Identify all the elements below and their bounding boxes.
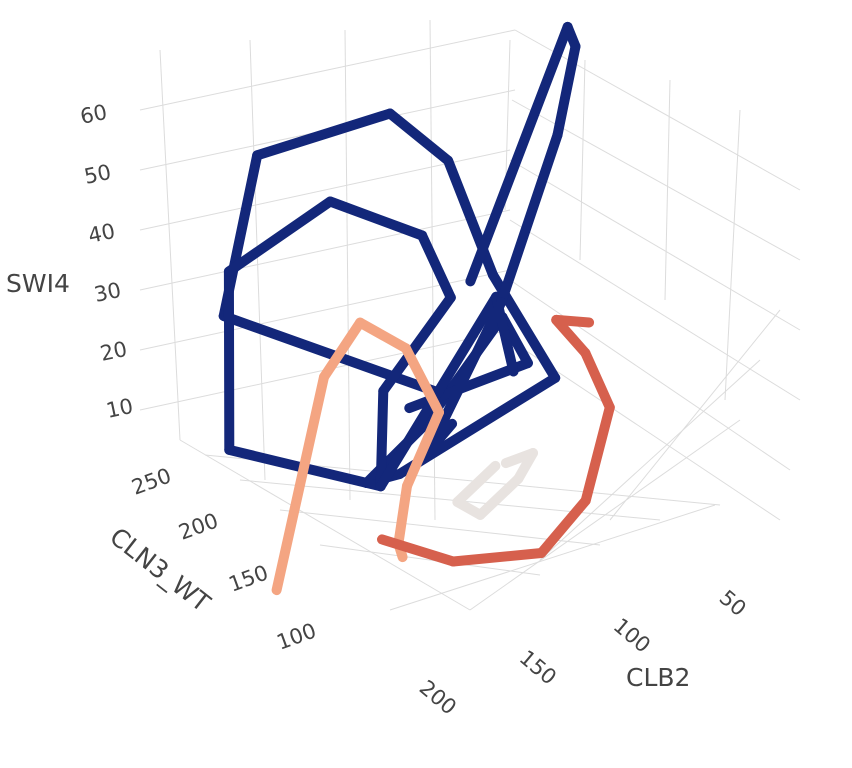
x-axis-tick-label: 200 (415, 675, 461, 719)
trajectory-4-segment-3 (400, 343, 444, 418)
trajectory-6-segment-4 (452, 460, 501, 507)
trajectory-1-segment-2 (252, 108, 395, 161)
trajectory-5-segment-1 (448, 548, 547, 567)
trajectory-3-segment-2 (552, 41, 581, 140)
trajectory-4-segment-4 (402, 407, 444, 491)
z-axis-tick-label: 10 (104, 394, 135, 423)
x-axis-tick-label: 100 (609, 613, 655, 657)
trajectory-lines (218, 21, 615, 596)
trajectory-4-segment-5 (393, 481, 412, 549)
trajectory-2-segment-2 (223, 196, 336, 277)
trajectory-3-segment-0 (465, 21, 573, 287)
trajectory-4-segment-2 (355, 317, 411, 354)
trajectory-2-segment-7 (375, 291, 502, 492)
trajectory-4-segment-1 (319, 317, 366, 382)
y-axis-tick-label: 100 (274, 618, 320, 654)
z-axis-title: SWI4 (6, 269, 70, 298)
z-axis-tick-label: 40 (86, 219, 117, 248)
trajectory-5-segment-5 (551, 314, 591, 358)
trajectory-3-segment-3 (496, 130, 563, 307)
z-axis-tick-label: 30 (92, 278, 123, 307)
trajectory-5-segment-2 (536, 495, 591, 558)
trajectory-2-segment-4 (417, 230, 456, 303)
trajectory-5-segment-4 (580, 348, 615, 413)
x-axis-tick-label: 150 (515, 645, 561, 689)
chart-gridlines (139, 19, 801, 611)
x-axis-title: CLB2 (626, 663, 690, 692)
trajectory-4-segment-0 (271, 372, 329, 596)
trajectory-3-segment-4 (423, 297, 507, 457)
trajectory-1-segment-4 (443, 155, 498, 280)
trajectory-5-segment-0 (377, 534, 459, 567)
trajectory-2-segment-5 (378, 292, 456, 396)
y-axis-tick-label: 150 (226, 560, 272, 596)
trajectory-1-segment-6 (394, 372, 561, 479)
trajectory-5-segment-6 (551, 314, 595, 328)
trajectory-3-segment-5 (423, 418, 458, 457)
z-axis-tick-label: 50 (82, 160, 113, 189)
z-axis-tick-label: 20 (98, 337, 129, 366)
trajectory-2-segment-3 (325, 196, 428, 241)
trajectory-1-segment-3 (385, 108, 454, 166)
trajectory-5-segment-3 (580, 402, 615, 506)
x-axis-tick-label: 50 (715, 585, 751, 621)
y-axis-tick-label: 200 (176, 508, 222, 544)
trajectory-6-segment-2 (475, 473, 524, 520)
trajectory-2-segment-6 (375, 386, 389, 492)
z-axis-tick-label: 60 (78, 100, 109, 129)
y-axis-tick-label: 250 (129, 463, 175, 499)
